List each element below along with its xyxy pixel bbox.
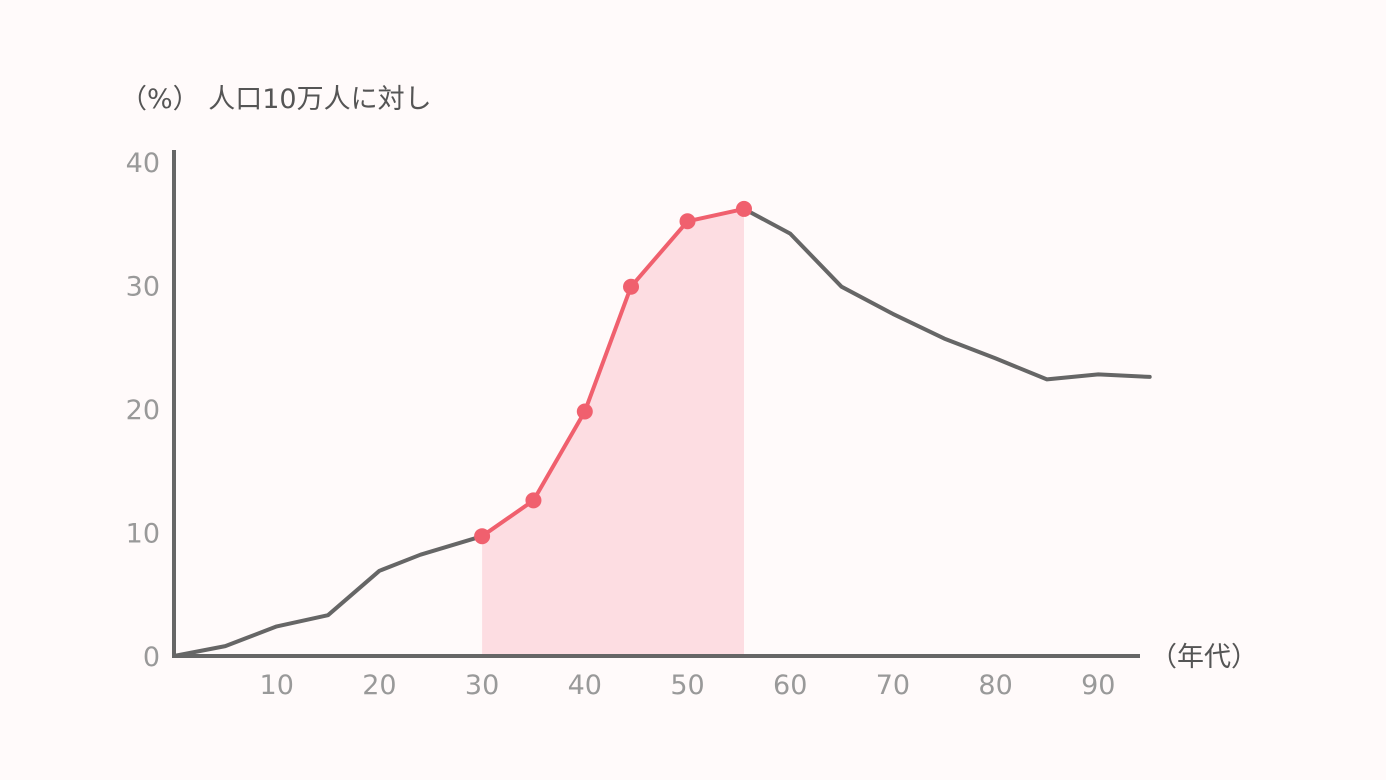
x-axis-label: （年代）: [1150, 642, 1258, 673]
data-point-0: [474, 528, 491, 545]
data-point-4: [679, 213, 696, 230]
x-tick-label: 30: [465, 670, 499, 701]
x-tick-label: 60: [773, 670, 807, 701]
series-lines: [172, 206, 1152, 658]
highlight-area: [482, 208, 744, 656]
series-line-2: [742, 206, 1152, 382]
x-tick-label: 70: [876, 670, 910, 701]
y-tick-label: 10: [126, 519, 160, 550]
tick-labels: 10 20 30 40 50 60 70 80 90 0 10 20 30 40: [126, 148, 1116, 701]
x-tick-label: 90: [1081, 670, 1115, 701]
y-tick-label: 40: [126, 148, 160, 179]
highlight-area-layer: [482, 208, 744, 656]
y-tick-label: 20: [126, 395, 160, 426]
x-tick-label: 20: [362, 670, 396, 701]
data-point-1: [525, 492, 542, 509]
x-tick-label: 50: [670, 670, 704, 701]
series-markers: [474, 200, 752, 545]
y-tick-label: 0: [143, 642, 160, 673]
x-tick-label: 80: [978, 670, 1012, 701]
series-line-highlight: [480, 206, 746, 539]
x-tick-label: 40: [568, 670, 602, 701]
data-point-5: [735, 200, 752, 217]
y-axis-label: （%） 人口10万人に対し: [120, 84, 432, 115]
y-tick-label: 30: [126, 272, 160, 303]
axes: [172, 150, 1140, 658]
x-tick-label: 10: [260, 670, 294, 701]
data-point-3: [623, 278, 640, 295]
series-line-0: [172, 534, 485, 658]
data-point-2: [576, 403, 593, 420]
